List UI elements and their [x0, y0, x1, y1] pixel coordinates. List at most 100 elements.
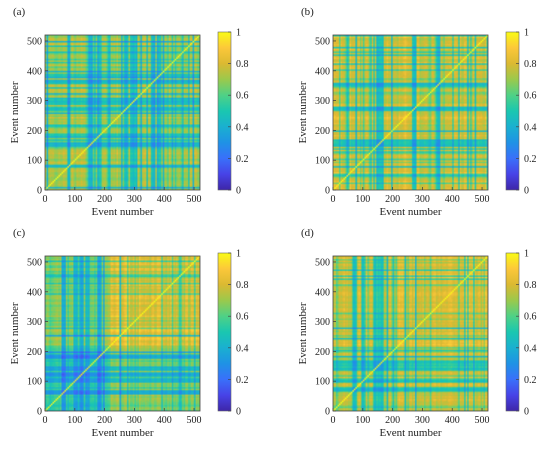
colorbar-tick-label: 0.2 — [236, 154, 249, 165]
y-tick-label: 100 — [27, 377, 42, 388]
colorbar-gradient — [505, 31, 520, 191]
y-tick-label: 300 — [27, 96, 42, 107]
y-tick-label: 0 — [325, 186, 330, 197]
heatmap-matrix — [333, 256, 488, 411]
x-axis-label: Event number — [379, 427, 441, 439]
colorbar-tick-label: 0.6 — [236, 91, 249, 102]
y-tick-label: 300 — [27, 317, 42, 328]
colorbar-tick-label: 0.4 — [524, 343, 537, 354]
heatmap-panel-1: 0 100 200 300 400 500 0 100 200 300 400 500 Event nu… — [9, 6, 249, 218]
colorbar-tick-label: 1 — [524, 28, 529, 39]
axes-frame — [332, 255, 489, 412]
heatmap-panel-4: 0 100 200 300 400 500 0 100 200 300 400 500 Event nu… — [297, 227, 537, 439]
colorbar-gradient — [217, 252, 232, 412]
x-tick-label: 300 — [127, 194, 142, 205]
y-tick-label: 500 — [27, 36, 42, 47]
y-tick-label: 100 — [315, 156, 330, 167]
heatmap-matrix — [333, 35, 488, 190]
colorbar: 0 0.2 0.4 0.6 0.8 1 — [217, 28, 249, 197]
x-tick-label: 400 — [157, 415, 172, 426]
colorbar-gradient — [217, 31, 232, 191]
y-axis-label: Event number — [9, 302, 21, 364]
colorbar-tick-label: 1 — [236, 28, 241, 39]
y-tick-label: 0 — [37, 186, 42, 197]
colorbar-tick-label: 0.2 — [524, 375, 537, 386]
x-tick-label: 500 — [187, 415, 202, 426]
y-tick-label: 500 — [315, 36, 330, 47]
y-axis-label: Event number — [9, 81, 21, 143]
heatmap-matrix — [45, 256, 200, 411]
colorbar-gradient — [505, 252, 520, 412]
axes-frame — [44, 255, 201, 412]
x-axis-label: Event number — [379, 206, 441, 218]
x-tick-label: 100 — [67, 415, 82, 426]
x-tick-label: 300 — [415, 194, 430, 205]
x-axis-label: Event number — [91, 206, 153, 218]
colorbar-tick-label: 0 — [236, 186, 241, 197]
x-tick-label: 0 — [43, 194, 48, 205]
colorbar-tick-label: 0.2 — [236, 375, 249, 386]
x-tick-label: 0 — [331, 194, 336, 205]
x-tick-label: 400 — [157, 194, 172, 205]
colorbar: 0 0.2 0.4 0.6 0.8 1 — [505, 28, 537, 197]
y-tick-label: 200 — [27, 126, 42, 137]
colorbar: 0 0.2 0.4 0.6 0.8 1 — [505, 249, 537, 418]
colorbar-tick-label: 1 — [236, 249, 241, 260]
colorbar-tick-label: 0 — [236, 407, 241, 418]
y-axis-label: Event number — [297, 302, 309, 364]
x-tick-label: 400 — [445, 194, 460, 205]
panel-label: (c) — [13, 227, 26, 239]
y-axis-label: Event number — [297, 81, 309, 143]
colorbar-tick-label: 0 — [524, 186, 529, 197]
y-tick-label: 500 — [27, 257, 42, 268]
x-tick-label: 100 — [355, 194, 370, 205]
y-tick-label: 0 — [325, 407, 330, 418]
y-tick-label: 200 — [315, 126, 330, 137]
x-tick-label: 100 — [355, 415, 370, 426]
colorbar-tick-label: 0.4 — [524, 122, 537, 133]
y-tick-label: 400 — [27, 66, 42, 77]
x-tick-label: 200 — [97, 194, 112, 205]
y-tick-label: 500 — [315, 257, 330, 268]
colorbar-tick-label: 0.8 — [236, 280, 249, 291]
y-tick-label: 400 — [27, 287, 42, 298]
colorbar-tick-label: 0.2 — [524, 154, 537, 165]
colorbar-tick-label: 0.8 — [524, 59, 537, 70]
colorbar-tick-label: 0.4 — [236, 343, 249, 354]
y-tick-label: 100 — [315, 377, 330, 388]
y-tick-label: 400 — [315, 66, 330, 77]
y-tick-label: 0 — [37, 407, 42, 418]
panel-label: (d) — [301, 227, 314, 239]
colorbar: 0 0.2 0.4 0.6 0.8 1 — [217, 249, 249, 418]
y-tick-label: 200 — [27, 347, 42, 358]
x-axis-label: Event number — [91, 427, 153, 439]
colorbar-tick-label: 0.6 — [524, 91, 537, 102]
colorbar-tick-label: 0.8 — [524, 280, 537, 291]
y-tick-label: 200 — [315, 347, 330, 358]
heatmap-matrix — [45, 35, 200, 190]
x-tick-label: 0 — [331, 415, 336, 426]
x-tick-label: 200 — [385, 415, 400, 426]
panel-label: (a) — [13, 6, 26, 18]
heatmap-panel-3: 0 100 200 300 400 500 0 100 200 300 400 500 Event nu… — [9, 227, 249, 439]
x-tick-label: 0 — [43, 415, 48, 426]
x-tick-label: 100 — [67, 194, 82, 205]
axes-frame — [332, 34, 489, 191]
y-tick-label: 300 — [315, 317, 330, 328]
colorbar-tick-label: 0.6 — [524, 312, 537, 323]
x-tick-label: 500 — [475, 415, 490, 426]
y-tick-label: 100 — [27, 156, 42, 167]
x-tick-label: 300 — [415, 415, 430, 426]
x-tick-label: 300 — [127, 415, 142, 426]
x-tick-label: 500 — [187, 194, 202, 205]
panel-label: (b) — [301, 6, 314, 18]
axes-frame — [44, 34, 201, 191]
colorbar-tick-label: 0.4 — [236, 122, 249, 133]
colorbar-tick-label: 0.6 — [236, 312, 249, 323]
colorbar-tick-label: 1 — [524, 249, 529, 260]
y-tick-label: 300 — [315, 96, 330, 107]
y-tick-label: 400 — [315, 287, 330, 298]
x-tick-label: 200 — [97, 415, 112, 426]
colorbar-tick-label: 0 — [524, 407, 529, 418]
